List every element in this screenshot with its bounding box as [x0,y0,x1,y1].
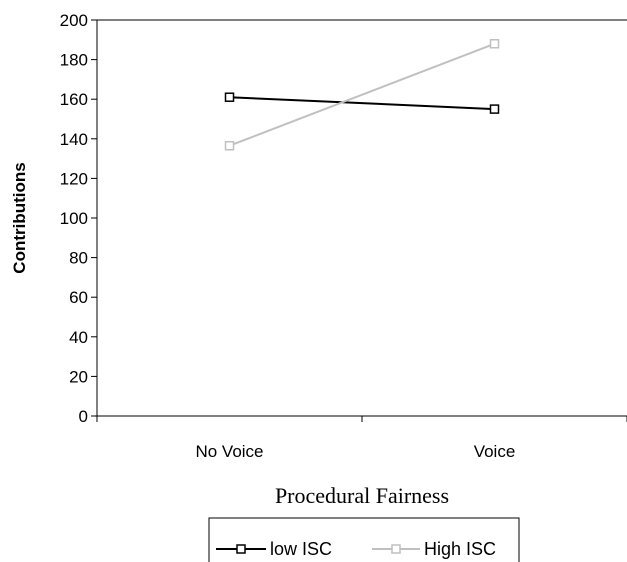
y-tick-label: 60 [69,288,88,307]
data-point [224,92,235,102]
x-axis: No Voice Voice [96,415,627,461]
x-tick-label: Voice [474,442,516,461]
series-2 [224,39,500,151]
legend: low ISC High ISC [208,517,520,562]
x-axis-label: Procedural Fairness [275,483,449,508]
y-tick-label: 100 [60,209,88,228]
y-tick-label: 140 [60,130,88,149]
legend-marker [236,544,246,554]
series-layer [224,39,500,151]
y-tick-label: 200 [60,11,88,30]
data-point [489,104,500,114]
legend-label: low ISC [270,539,332,559]
y-tick-label: 0 [79,407,88,426]
y-tick-label: 180 [60,51,88,70]
y-tick-label: 20 [69,367,88,386]
legend-marker [391,544,401,554]
series-line [229,42,495,147]
y-tick-label: 120 [60,169,88,188]
data-point [224,140,235,151]
legend-label: High ISC [424,539,496,559]
y-axis-label: Contributions [10,162,29,273]
y-tick-label: 160 [60,90,88,109]
data-point [489,39,500,49]
y-tick-label: 40 [69,328,88,347]
x-tick-label: No Voice [195,442,263,461]
y-tick-label: 80 [69,249,88,268]
series-line [229,96,495,111]
legend-box [208,517,520,562]
y-axis: 0 20 40 60 80 100 120 140 160 180 200 [60,11,627,426]
series-1 [224,92,500,114]
